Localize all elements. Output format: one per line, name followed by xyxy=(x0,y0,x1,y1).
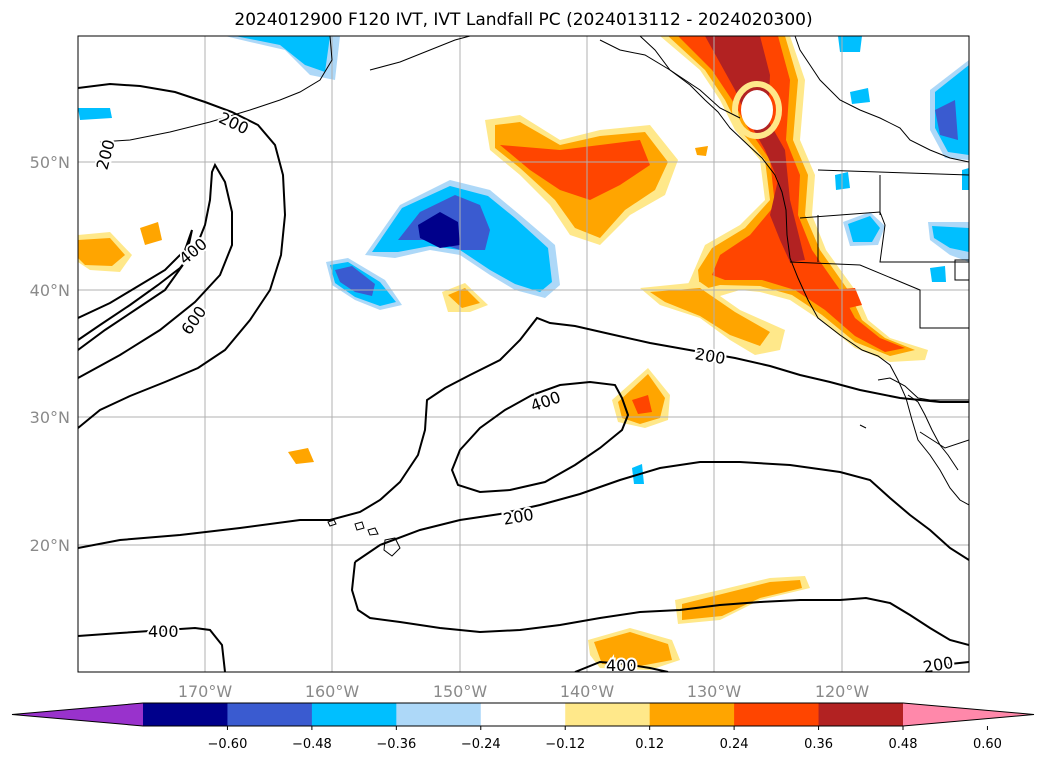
colorbar-segment xyxy=(649,703,735,726)
colorbar-tick-label: 0.36 xyxy=(804,737,833,752)
contour-200-se xyxy=(924,661,969,672)
colorbar-tick-label: 0.12 xyxy=(635,737,664,752)
colorbar-tick-label: −0.24 xyxy=(461,737,501,752)
map-frame xyxy=(77,35,970,673)
lat-label-30n: 30°N xyxy=(30,408,70,427)
contour-label: 400 xyxy=(148,622,179,641)
lon-label-160w: 160°W xyxy=(305,682,360,701)
colorbar-tick-label: 0.60 xyxy=(973,737,1002,752)
lon-label-140w: 140°W xyxy=(560,682,615,701)
colorbar-segment xyxy=(734,703,820,726)
negative-ivt-shading xyxy=(78,36,969,484)
colorbar-tick-label: −0.36 xyxy=(376,737,416,752)
colorbar-extend-low xyxy=(12,703,143,726)
latitude-labels: 50°N 40°N 30°N 20°N xyxy=(30,153,70,555)
colorbar-tick-label: 0.24 xyxy=(720,737,749,752)
colorbar-tick-label: 0.48 xyxy=(889,737,918,752)
lat-label-20n: 20°N xyxy=(30,536,70,555)
colorbar-segment xyxy=(396,703,482,726)
colorbar-segment xyxy=(227,703,313,726)
colorbar-tick-label: −0.12 xyxy=(545,737,585,752)
coastlines xyxy=(99,36,969,506)
colorbar-segment xyxy=(143,703,228,726)
hawaii-islands xyxy=(327,519,401,557)
lon-label-130w: 130°W xyxy=(687,682,742,701)
colorbar: −0.60 −0.48 −0.36 −0.24 −0.12 0.12 0.24 0.36 0.4… xyxy=(11,702,1035,752)
colorbar-tick-label: −0.48 xyxy=(292,737,332,752)
map-plot: 200 200 400 600 200 400 200 400 400 200 xyxy=(78,36,969,677)
lat-label-40n: 40°N xyxy=(30,281,70,300)
positive-ivt-shading xyxy=(78,36,928,670)
map-title: 2024012900 F120 IVT, IVT Landfall PC (20… xyxy=(234,10,813,30)
north-america-coast xyxy=(639,36,969,506)
colorbar-segment xyxy=(565,703,651,726)
contour-600-west xyxy=(78,229,193,351)
colorbar-segment xyxy=(818,703,904,726)
contour-200-south xyxy=(354,461,969,563)
contour-label: 200 xyxy=(922,653,955,677)
lon-label-170w: 170°W xyxy=(178,682,233,701)
contour-200-west xyxy=(78,82,287,429)
colorbar-extend-high xyxy=(903,703,1034,726)
colorbar-segment xyxy=(311,703,397,726)
contour-200-main xyxy=(78,316,969,549)
contour-400-center xyxy=(450,380,630,494)
colorbar-tick-label: −0.60 xyxy=(208,737,248,752)
contour-400-bottom xyxy=(574,660,669,672)
ivt-contours xyxy=(78,82,969,672)
colorbar-segment xyxy=(480,703,566,726)
longitude-labels: 170°W 160°W 150°W 140°W 130°W 120°W xyxy=(178,682,870,701)
contour-label: 400 xyxy=(606,656,637,675)
lon-label-150w: 150°W xyxy=(433,682,488,701)
contour-400-sw xyxy=(78,626,226,672)
colorbar-outline xyxy=(11,702,1035,727)
lon-label-120w: 120°W xyxy=(815,682,870,701)
contour-400-west xyxy=(78,162,233,379)
lat-label-50n: 50°N xyxy=(30,153,70,172)
